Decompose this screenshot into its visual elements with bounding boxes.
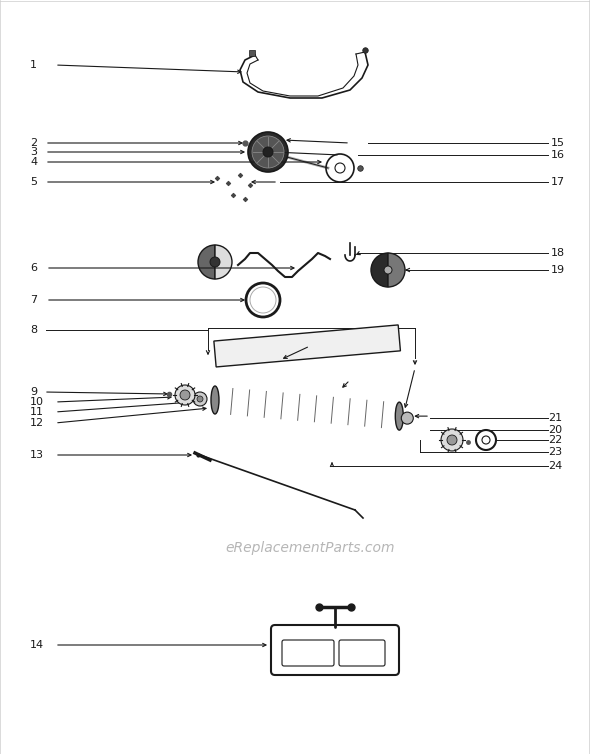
Circle shape xyxy=(252,136,284,168)
Ellipse shape xyxy=(211,386,219,414)
Text: 2: 2 xyxy=(30,138,37,148)
Circle shape xyxy=(401,412,414,424)
Text: 21: 21 xyxy=(548,413,562,423)
Text: 15: 15 xyxy=(551,138,565,148)
Circle shape xyxy=(180,390,190,400)
Text: 4: 4 xyxy=(30,157,37,167)
Polygon shape xyxy=(214,325,401,367)
Text: 18: 18 xyxy=(551,248,565,258)
Text: 12: 12 xyxy=(30,418,44,428)
Text: 19: 19 xyxy=(551,265,565,275)
Circle shape xyxy=(384,266,392,274)
Text: 9: 9 xyxy=(30,387,37,397)
Text: 20: 20 xyxy=(548,425,562,435)
Wedge shape xyxy=(388,253,405,287)
Circle shape xyxy=(210,257,220,267)
Circle shape xyxy=(175,385,195,405)
Ellipse shape xyxy=(395,402,404,430)
Text: 11: 11 xyxy=(30,407,44,417)
Circle shape xyxy=(441,429,463,451)
Text: eReplacementParts.com: eReplacementParts.com xyxy=(225,541,395,555)
Circle shape xyxy=(248,132,288,172)
Circle shape xyxy=(193,392,207,406)
Circle shape xyxy=(447,435,457,445)
Text: 14: 14 xyxy=(30,640,44,650)
Text: 24: 24 xyxy=(548,461,562,471)
Text: 7: 7 xyxy=(30,295,37,305)
Text: 8: 8 xyxy=(30,325,37,335)
Text: 5: 5 xyxy=(30,177,37,187)
Circle shape xyxy=(263,147,273,157)
Text: 13: 13 xyxy=(30,450,44,460)
Text: 22: 22 xyxy=(548,435,562,445)
Wedge shape xyxy=(198,245,215,279)
Text: 17: 17 xyxy=(551,177,565,187)
Wedge shape xyxy=(215,245,232,279)
Text: 3: 3 xyxy=(30,147,37,157)
Text: 10: 10 xyxy=(30,397,44,407)
Text: 23: 23 xyxy=(548,447,562,457)
Wedge shape xyxy=(371,253,388,287)
Text: 6: 6 xyxy=(30,263,37,273)
Text: 1: 1 xyxy=(30,60,37,70)
Circle shape xyxy=(197,396,203,402)
Text: 16: 16 xyxy=(551,150,565,160)
